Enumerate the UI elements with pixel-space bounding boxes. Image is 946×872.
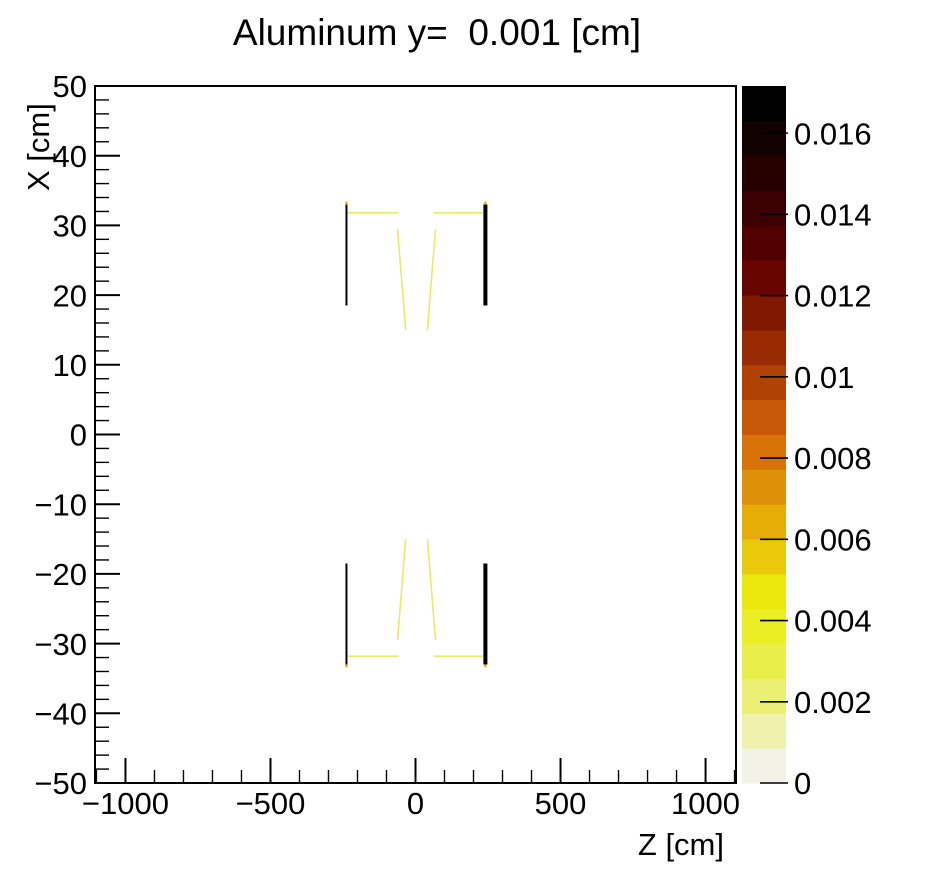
colorbar-step	[742, 155, 786, 192]
y-axis-tick-label: 30	[53, 209, 87, 244]
y-axis-tick-label: −20	[34, 557, 87, 592]
x-axis-tick-label: −1000	[82, 786, 169, 821]
colorbar-tick-label: 0.002	[794, 685, 872, 720]
geometry-segment-bottom-slant-right	[426, 538, 437, 641]
colorbar-step	[742, 748, 786, 784]
colorbar-tick-label: 0.01	[794, 360, 854, 395]
y-axis-tick-label: −10	[34, 487, 87, 522]
colorbar-step	[742, 225, 786, 261]
x-axis-title: Z [cm]	[637, 827, 724, 862]
colorbar-tick-label: 0.014	[794, 198, 872, 233]
colorbar-step	[742, 713, 786, 749]
colorbar-step	[742, 399, 786, 435]
geometry-segment-top-slant-right	[426, 228, 437, 331]
colorbar-tick-label: 0.012	[794, 279, 872, 314]
y-axis-tick-label: 0	[70, 418, 87, 453]
y-axis-tick-label: 50	[53, 69, 87, 104]
y-axis-tick-label: 40	[53, 139, 87, 174]
colorbar-step	[742, 120, 786, 157]
colorbar-step	[742, 504, 786, 540]
geometry-segment-bottom-slant-left	[396, 538, 407, 641]
colorbar-tick-label: 0.006	[794, 522, 872, 557]
colorbar-step	[742, 608, 786, 645]
colorbar-step	[742, 329, 786, 366]
colorbar-step	[742, 364, 786, 401]
y-axis-tick-label: −40	[34, 696, 87, 731]
y-axis-tick-label: 20	[53, 278, 87, 313]
x-axis-tick-label: −500	[236, 786, 306, 821]
colorbar-step	[742, 573, 786, 610]
y-axis-tick-label: 10	[53, 348, 87, 383]
colorbar-step	[742, 469, 786, 505]
colorbar-tick-label: 0.004	[794, 604, 872, 639]
geometry-segment-top-slant-left	[396, 228, 407, 331]
colorbar-tick-label: 0	[794, 766, 811, 801]
colorbar-step	[742, 190, 786, 226]
x-axis-tick-label: 1000	[671, 786, 740, 821]
colorbar-step	[742, 434, 786, 470]
colorbar-step	[742, 86, 786, 122]
plot-frame	[94, 85, 737, 784]
colorbar-step	[742, 539, 786, 575]
y-axis-tick-label: −30	[34, 627, 87, 662]
x-axis-tick-label: 0	[407, 786, 424, 821]
y-axis-title: X [cm]	[21, 103, 56, 191]
colorbar-tick-label: 0.016	[794, 116, 872, 151]
y-axis-tick-label: −50	[34, 766, 87, 801]
chart-title: Aluminum y= 0.001 [cm]	[232, 12, 642, 53]
colorbar-step	[742, 295, 786, 331]
colorbar-step	[742, 643, 786, 679]
x-axis-tick-label: 500	[535, 786, 587, 821]
colorbar-step	[742, 678, 786, 714]
colorbar-tick-label: 0.008	[794, 441, 872, 476]
colorbar-step	[742, 260, 786, 296]
